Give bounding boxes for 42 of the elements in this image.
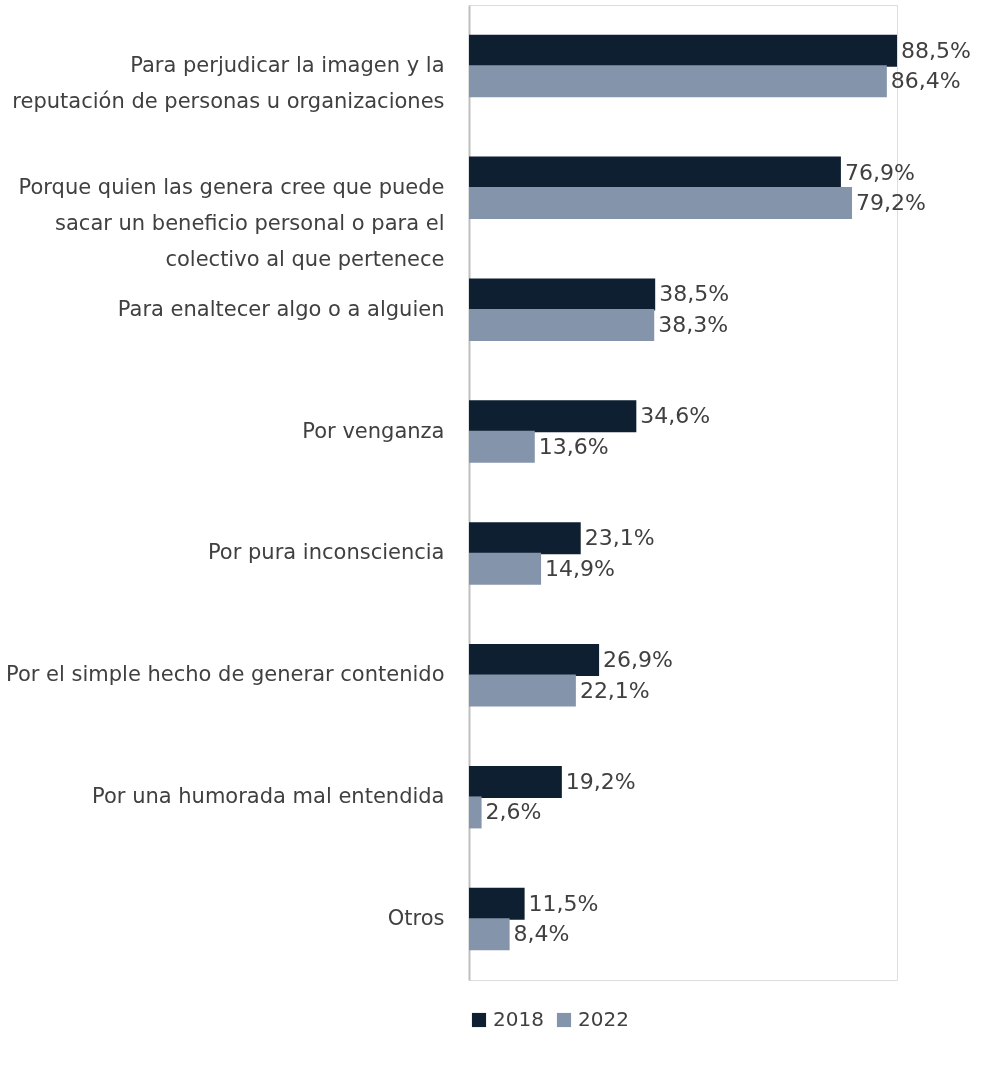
bar bbox=[469, 65, 887, 98]
data-label: 34,6% bbox=[640, 403, 711, 429]
y-tick-label: Para enaltecer algo o a alguien bbox=[117, 296, 445, 321]
bar bbox=[469, 796, 482, 829]
bar bbox=[469, 187, 853, 220]
y-tick-label: Por venganza bbox=[302, 418, 445, 443]
bar bbox=[469, 918, 510, 951]
bar bbox=[469, 34, 897, 67]
data-label: 14,9% bbox=[545, 555, 615, 581]
y-tick-label: Otros bbox=[387, 906, 445, 931]
data-label: 88,5% bbox=[901, 37, 971, 63]
legend-label: 2018 bbox=[493, 1007, 544, 1031]
data-label: 11,5% bbox=[528, 890, 599, 916]
data-label: 86,4% bbox=[890, 68, 961, 94]
bar bbox=[469, 674, 576, 707]
bar bbox=[469, 552, 542, 585]
bar bbox=[469, 522, 581, 555]
bar bbox=[469, 430, 535, 463]
y-tick-label: Por pura inconsciencia bbox=[207, 540, 445, 565]
data-label: 38,3% bbox=[658, 311, 729, 337]
y-tick-label: Por el simple hecho de generar contenido bbox=[6, 662, 445, 687]
data-label: 8,4% bbox=[513, 921, 570, 947]
y-tick-label: Por una humorada mal entendida bbox=[92, 784, 445, 809]
legend-label: 2022 bbox=[578, 1007, 629, 1031]
bar bbox=[469, 156, 841, 189]
data-label: 79,2% bbox=[856, 190, 926, 216]
y-tick-label: Porque quien las genera cree que puede sacar un beneficio personal o para el colectivo al que pertenece bbox=[18, 174, 445, 271]
y-tick-label: Para perjudicar la imagen y la reputación de personas u organizaciones bbox=[12, 52, 445, 113]
data-label: 22,1% bbox=[579, 677, 650, 703]
data-label: 13,6% bbox=[538, 433, 609, 459]
data-label: 2,6% bbox=[485, 799, 542, 825]
bar bbox=[469, 644, 600, 677]
data-label: 38,5% bbox=[659, 281, 730, 307]
data-label: 19,2% bbox=[565, 768, 636, 794]
bar bbox=[469, 400, 637, 433]
data-label: 26,9% bbox=[603, 647, 673, 673]
bar bbox=[469, 765, 562, 798]
data-label: 76,9% bbox=[844, 159, 915, 185]
bar bbox=[469, 887, 525, 920]
bar bbox=[469, 308, 655, 341]
bar bbox=[469, 278, 656, 311]
data-label: 23,1% bbox=[584, 525, 655, 551]
